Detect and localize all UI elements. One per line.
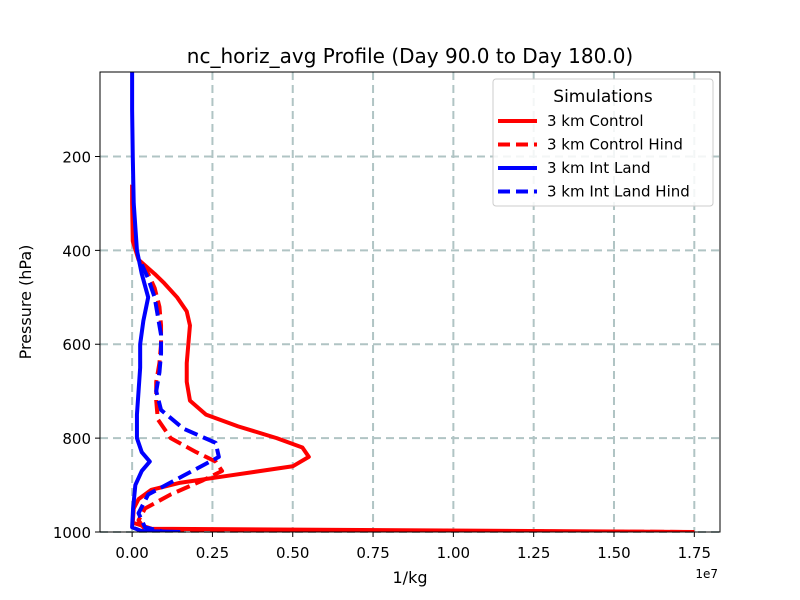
series-line-3-km-control (130, 184, 695, 532)
x-tick-label: 1.75 (678, 544, 711, 562)
chart-title: nc_horiz_avg Profile (Day 90.0 to Day 18… (187, 44, 633, 68)
y-tick-label: 600 (62, 336, 91, 354)
y-tick-label: 400 (62, 242, 91, 260)
x-tick-label: 1.50 (597, 544, 630, 562)
series-line-3-km-int-land-hind (136, 263, 221, 532)
x-tick-label: 0.75 (356, 544, 389, 562)
series-line-3-km-control-hind (136, 263, 695, 532)
x-axis-scale-label: 1e7 (695, 567, 718, 581)
legend-label-3-km-int-land-hind: 3 km Int Land Hind (547, 183, 690, 201)
y-tick-label: 800 (62, 430, 91, 448)
x-tick-label: 1.00 (437, 544, 470, 562)
y-tick-label: 200 (62, 148, 91, 166)
legend-box (492, 78, 714, 207)
legend-label-3-km-control-hind: 3 km Control Hind (547, 136, 683, 154)
x-axis: 0.00 0.25 0.50 0.75 1.00 1.25 1.50 1.75 (115, 532, 711, 562)
legend-label-3-km-control: 3 km Control (547, 112, 644, 130)
y-axis-label: Pressure (hPa) (16, 245, 35, 360)
legend-items: 3 km Control 3 km Control Hind 3 km Int La… (498, 112, 690, 201)
x-tick-label: 0.50 (276, 544, 309, 562)
series-line-3-km-int-land (130, 72, 181, 532)
series-layer (130, 72, 695, 532)
legend-title: Simulations (553, 87, 653, 107)
y-tick-label: 1000 (53, 524, 91, 542)
x-tick-label: 1.25 (517, 544, 550, 562)
legend: Simulations 3 km Control 3 km Control Hin… (492, 78, 714, 207)
y-axis: 200 400 600 800 1000 (53, 148, 100, 542)
x-tick-label: 0.00 (115, 544, 148, 562)
x-tick-label: 0.25 (196, 544, 229, 562)
x-axis-label: 1/kg (393, 568, 428, 587)
grid-lines (100, 72, 720, 533)
plot-frame (99, 71, 721, 533)
legend-label-3-km-int-land: 3 km Int Land (547, 159, 651, 177)
